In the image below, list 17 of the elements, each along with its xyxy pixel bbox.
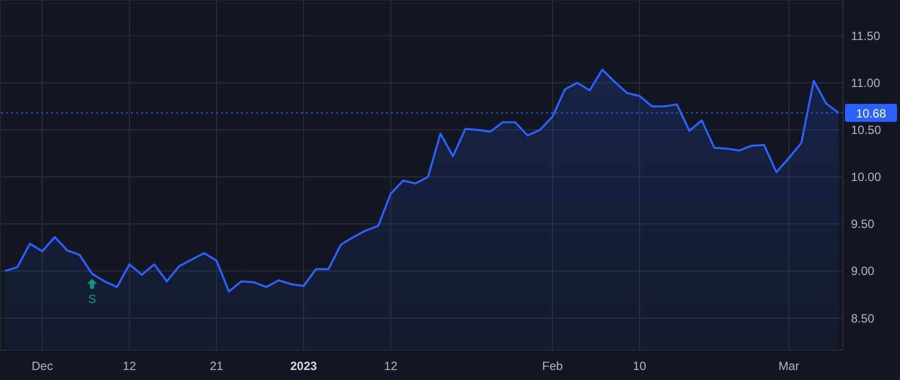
ref-line-label: 10.68	[856, 106, 886, 120]
x-tick-label: 10	[632, 359, 647, 373]
x-tick-label: Dec	[32, 359, 53, 373]
y-tick-label: 10.00	[851, 170, 882, 184]
x-tick-label: 2023	[290, 359, 318, 373]
y-tick-label: 9.50	[851, 217, 875, 232]
x-tick-label: 12	[384, 359, 398, 373]
y-tick-label: 9.00	[851, 264, 875, 278]
x-tick-label: Mar	[778, 359, 800, 373]
annotation: S	[88, 292, 96, 306]
y-tick-label: 8.50	[851, 311, 875, 326]
y-tick-label: 11.00	[851, 76, 880, 90]
x-tick-label: 21	[210, 359, 224, 373]
x-tick-label: Feb	[542, 359, 564, 373]
y-tick-label: 10.50	[851, 123, 882, 138]
y-tick-label: 11.50	[851, 29, 880, 44]
x-tick-label: 12	[122, 359, 136, 373]
